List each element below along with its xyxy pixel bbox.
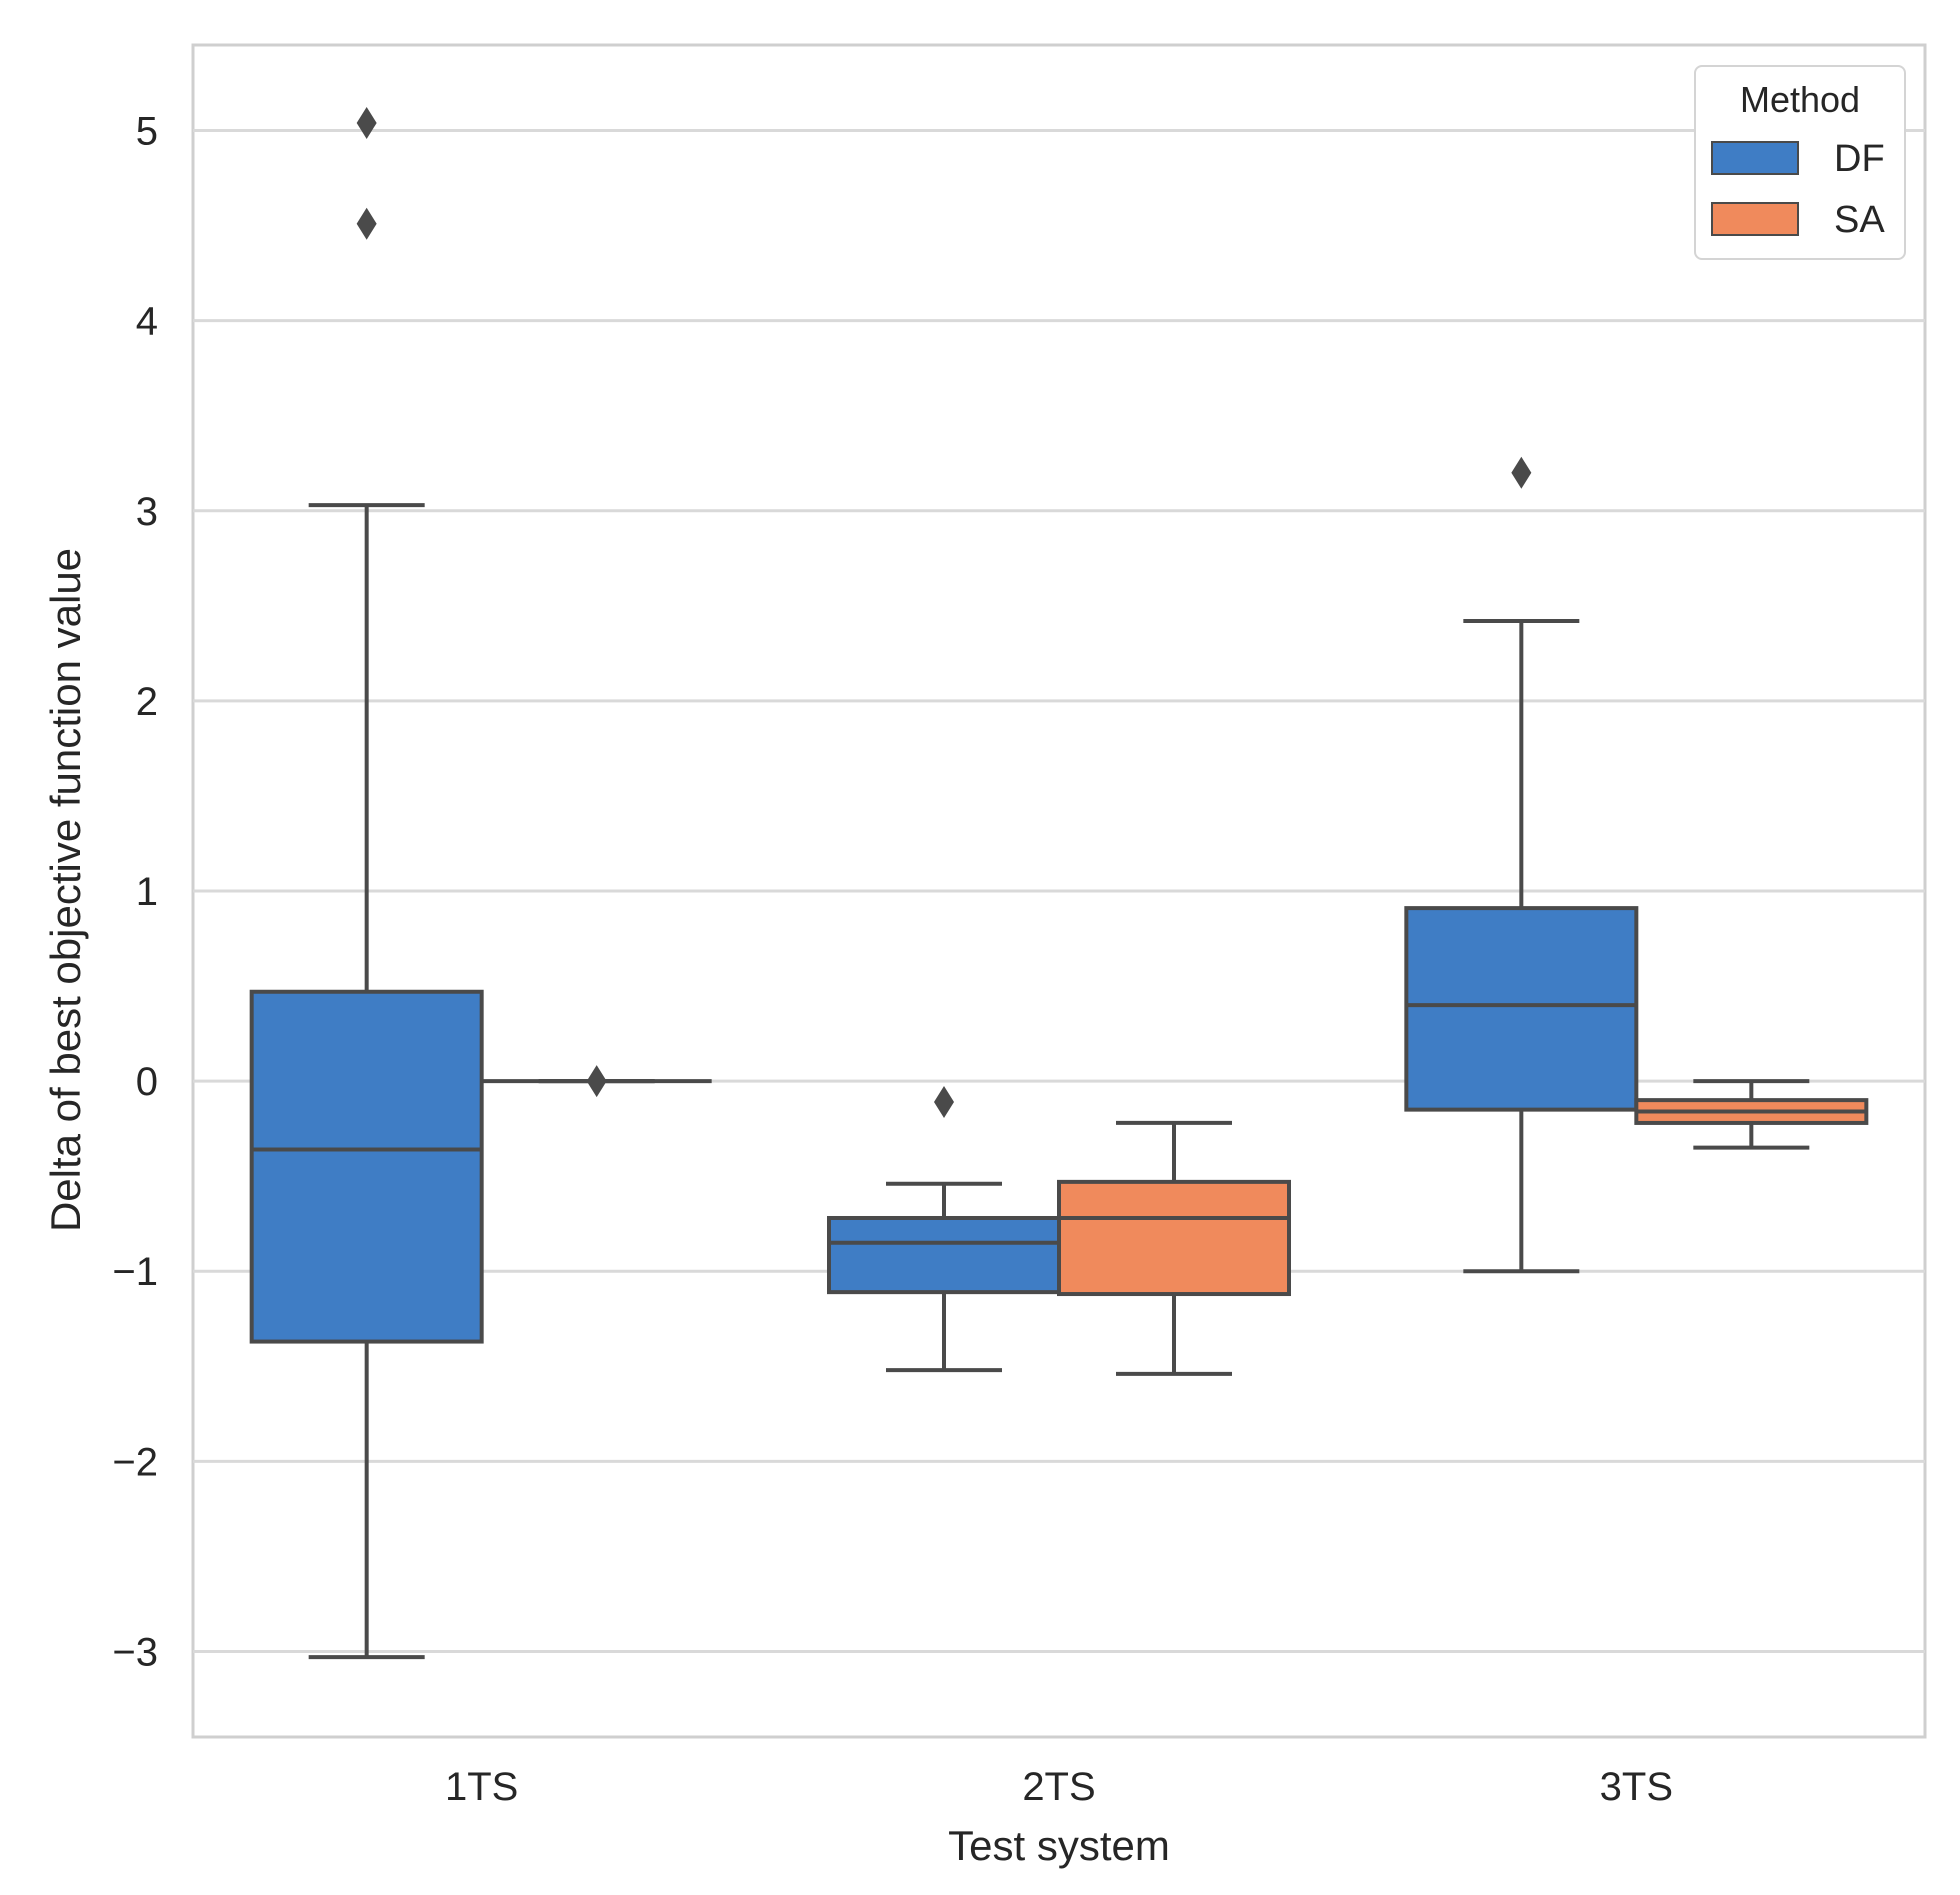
legend-label-df: DF [1834, 138, 1885, 180]
y-tick-label: −2 [112, 1440, 158, 1484]
legend-title: Method [1740, 79, 1860, 120]
y-axis-label: Delta of best objective function value [42, 548, 89, 1232]
outlier-point [586, 1065, 607, 1098]
outlier-point [356, 106, 377, 139]
outlier-point [356, 207, 377, 240]
x-tick-labels: 1TS 2TS 3TS [445, 1765, 1673, 1809]
legend-swatch-df [1711, 141, 1799, 175]
y-tick-label: −1 [112, 1250, 158, 1294]
y-tick-label: 0 [136, 1060, 158, 1104]
box-series [249, 106, 1869, 1660]
box-body [1404, 906, 1639, 1112]
legend-swatch-sa [1711, 202, 1799, 236]
outlier-point [934, 1086, 954, 1119]
y-tick-label: 2 [136, 680, 158, 724]
y-tick-label: −3 [112, 1630, 158, 1674]
outlier-point [1511, 456, 1532, 489]
y-tick-label: 1 [136, 870, 158, 914]
y-gridlines [193, 129, 1925, 1653]
x-axis-label: Test system [948, 1822, 1170, 1869]
y-tick-label: 3 [136, 490, 158, 534]
x-tick-label: 2TS [1022, 1765, 1095, 1809]
box-body [249, 989, 484, 1344]
box-body [1057, 1179, 1291, 1297]
y-tick-label: 5 [136, 110, 158, 154]
box-body [827, 1215, 1061, 1295]
box-sa-3ts [1634, 1079, 1869, 1150]
x-tick-label: 1TS [445, 1765, 518, 1809]
legend: Method DF SA [1694, 65, 1906, 260]
box-df-2ts [827, 1086, 1061, 1373]
box-sa-1ts [481, 1065, 712, 1098]
y-tick-labels: −3 −2 −1 0 1 2 3 4 5 [112, 110, 158, 1675]
box-df-1ts [249, 106, 484, 1660]
x-tick-label: 3TS [1600, 1765, 1673, 1809]
box-df-3ts [1404, 456, 1639, 1274]
box-sa-2ts [1057, 1120, 1291, 1376]
legend-label-sa: SA [1834, 199, 1885, 241]
y-tick-label: 4 [136, 300, 158, 344]
